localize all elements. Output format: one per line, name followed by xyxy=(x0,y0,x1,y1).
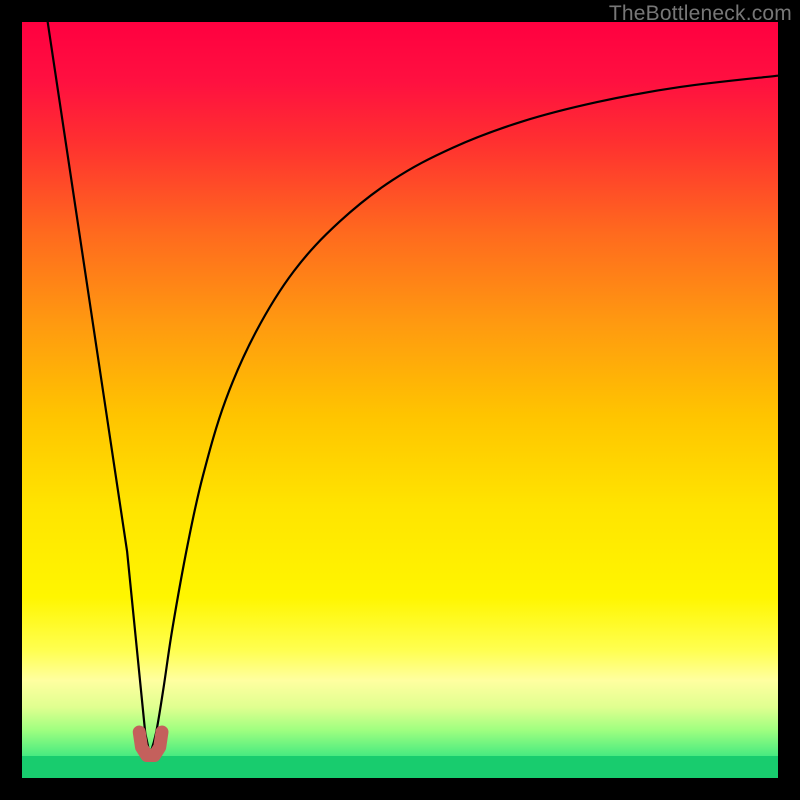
chart-container: { "attribution": "TheBottleneck.com", "c… xyxy=(0,0,800,800)
attribution-label: TheBottleneck.com xyxy=(609,2,792,26)
bottleneck-curve-chart xyxy=(0,0,800,800)
